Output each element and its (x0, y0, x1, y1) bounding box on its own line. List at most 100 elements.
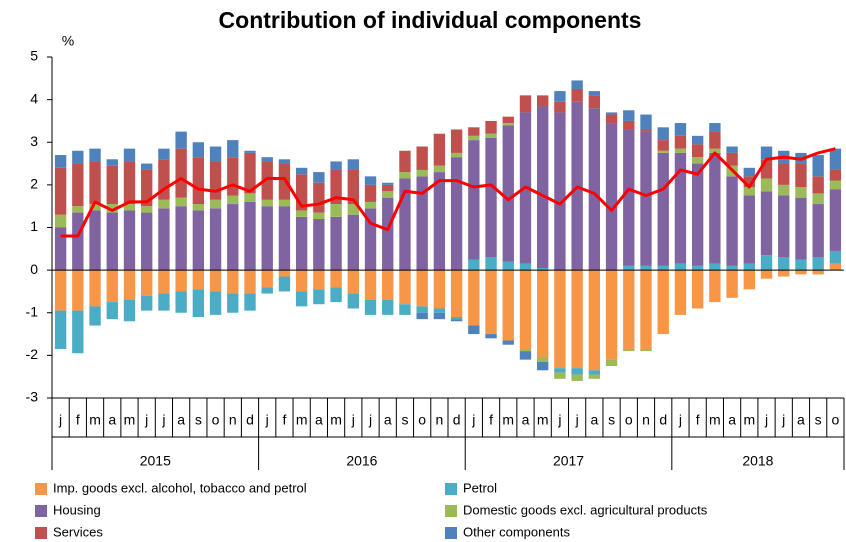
bar-segment (123, 204, 136, 211)
legend-swatch (35, 483, 47, 495)
x-tick-label: j (351, 412, 355, 428)
bar-segment (330, 287, 342, 303)
bar-segment (519, 95, 532, 113)
bar-segment (795, 259, 807, 271)
group-label: 2016 (346, 453, 377, 469)
legend-swatch (445, 483, 457, 495)
bar-segment (364, 184, 377, 202)
bar-segment (89, 270, 101, 307)
x-tick-label: f (76, 412, 80, 428)
x-tick-label: o (418, 412, 426, 428)
bar-segment (588, 270, 601, 371)
bar-segment (812, 270, 824, 275)
x-tick-label: o (831, 412, 839, 428)
bar-segment (175, 197, 187, 207)
bar-segment (227, 270, 239, 294)
bar-segment (743, 187, 755, 196)
bar-segment (760, 270, 773, 279)
bar-segment (468, 127, 480, 136)
x-tick-label: n (435, 412, 443, 428)
bar-segment (812, 155, 824, 177)
group-label: 2015 (140, 453, 171, 469)
bar-segment (175, 270, 187, 292)
x-tick-label: m (537, 412, 549, 428)
bar-segment (209, 161, 222, 200)
bar-segment (468, 259, 480, 271)
bar-segment (209, 270, 222, 292)
bar-segment (674, 148, 687, 153)
y-tick-label: -2 (26, 346, 39, 362)
bar-segment (192, 210, 205, 271)
bar-segment (726, 146, 738, 153)
bar-segment (295, 167, 308, 175)
bar-segment (158, 293, 170, 311)
bar-segment (640, 270, 652, 349)
bar-segment (519, 348, 532, 352)
bar-segment (743, 263, 755, 271)
bar-segment (244, 293, 256, 311)
x-tick-label: j (557, 412, 561, 428)
x-tick-label: m (743, 412, 755, 428)
bar-segment (502, 123, 514, 126)
bar-segment (537, 106, 549, 268)
bar-segment (382, 270, 394, 300)
bar-segment (364, 208, 377, 271)
y-tick-label: 0 (30, 261, 38, 277)
bar-segment (244, 270, 256, 294)
x-tick-label: s (401, 412, 408, 428)
y-tick-label: 5 (30, 48, 38, 64)
bar-segment (709, 263, 721, 271)
bar-segment (278, 159, 291, 164)
legend-swatch (445, 527, 457, 539)
bar-segment (295, 291, 308, 307)
bar-segment (812, 176, 824, 194)
x-tick-label: f (696, 412, 700, 428)
bar-segment (640, 114, 652, 130)
bar-segment (743, 176, 755, 188)
bar-segment (382, 191, 394, 198)
bar-segment (89, 148, 101, 162)
bar-segment (640, 131, 652, 266)
bar-segment (743, 167, 755, 177)
bar-segment (416, 176, 428, 271)
bar-segment (691, 144, 704, 158)
bar-segment (537, 267, 549, 271)
bar-segment (605, 270, 618, 360)
bar-segment (382, 197, 394, 271)
bar-segment (192, 142, 205, 158)
bar-segment (54, 167, 67, 215)
bar-segment (691, 265, 704, 271)
bar-segment (829, 263, 842, 271)
bar-segment (399, 150, 411, 173)
bar-segment (709, 131, 721, 149)
bar-segment (347, 159, 359, 170)
bar-segment (416, 306, 428, 313)
bar-segment (261, 270, 273, 288)
bar-segment (726, 270, 738, 298)
bar-segment (278, 206, 291, 271)
x-tick-label: s (195, 412, 202, 428)
bar-segment (726, 176, 738, 266)
bar-segment (313, 182, 325, 213)
bar-segment (485, 257, 497, 271)
x-tick-label: j (471, 412, 475, 428)
bar-segment (313, 289, 325, 305)
bar-segment (54, 155, 67, 168)
chart-title: Contribution of individual components (219, 7, 642, 33)
bar-segment (364, 270, 377, 300)
bar-segment (382, 182, 394, 185)
bar-segment (450, 157, 463, 271)
bar-segment (502, 270, 514, 341)
bar-segment (192, 289, 205, 318)
bar-segment (778, 163, 790, 185)
bar-segment (209, 291, 222, 315)
bar-segment (416, 270, 428, 307)
bar-segment (89, 161, 101, 205)
bar-segment (313, 212, 325, 219)
bar-segment (106, 302, 118, 320)
x-tick-label: j (144, 412, 148, 428)
bar-segment (691, 135, 704, 145)
bar-segment (227, 157, 239, 196)
bar-segment (416, 169, 428, 177)
